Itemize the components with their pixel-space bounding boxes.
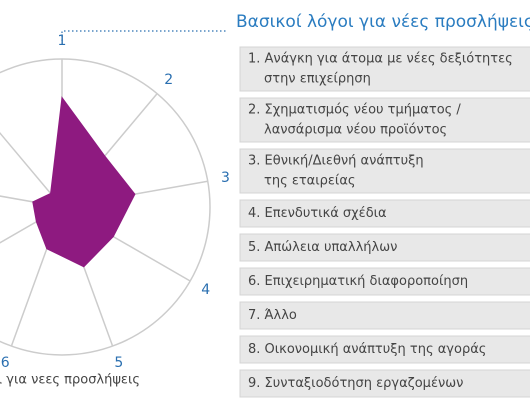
list-box	[239, 148, 530, 194]
list-item-text: της εταιρείας	[264, 174, 356, 189]
axis-label: 4	[201, 282, 210, 298]
list-item-text: 2. Σχηματισμός νέου τμήματος /	[248, 103, 461, 118]
list-item-text: 8. Οικονομική ανάπτυξη της αγοράς	[248, 342, 486, 357]
list-item-text: 7. Άλλο	[248, 308, 297, 323]
list-box	[239, 301, 530, 330]
list-box	[239, 46, 530, 92]
list-item-text: 6. Επιχειρηματική διαφοροποίηση	[248, 274, 468, 289]
axis-label: 3	[221, 170, 230, 186]
list-item-text: 1. Ανάγκη για άτομα με νέες δεξιότητες	[248, 52, 513, 67]
leader-line	[61, 30, 226, 45]
caption: Βασικοί λόγοι για νεες προσλήψεις	[0, 373, 140, 388]
list-item-text: 4. Επενδυτικά σχέδια	[248, 206, 387, 221]
chart-title: Βασικοί λόγοι για νέες προσλήψεις	[236, 12, 530, 32]
list-box	[239, 97, 530, 143]
list-item-text: λανσάρισμα νέου προϊόντος	[264, 123, 447, 138]
axis-label: 1	[58, 33, 67, 49]
list-box	[239, 335, 530, 364]
axis-label: 2	[164, 72, 173, 88]
axis-label: 6	[1, 355, 10, 371]
list-box	[239, 369, 530, 398]
list-item-text: 9. Συνταξιοδότηση εργαζομένων	[248, 376, 463, 391]
list-box	[239, 267, 530, 296]
list-box	[239, 199, 530, 228]
list-item-text: στην επιχείρηση	[264, 72, 371, 87]
list-item-text: 3. Εθνική/Διεθνή ανάπτυξη	[248, 154, 424, 169]
spoke	[0, 131, 63, 208]
list-item-text: 5. Απώλεια υπαλλήλων	[248, 240, 397, 255]
axis-label: 5	[114, 355, 123, 371]
list-box	[239, 233, 530, 262]
radar-area	[32, 96, 136, 268]
